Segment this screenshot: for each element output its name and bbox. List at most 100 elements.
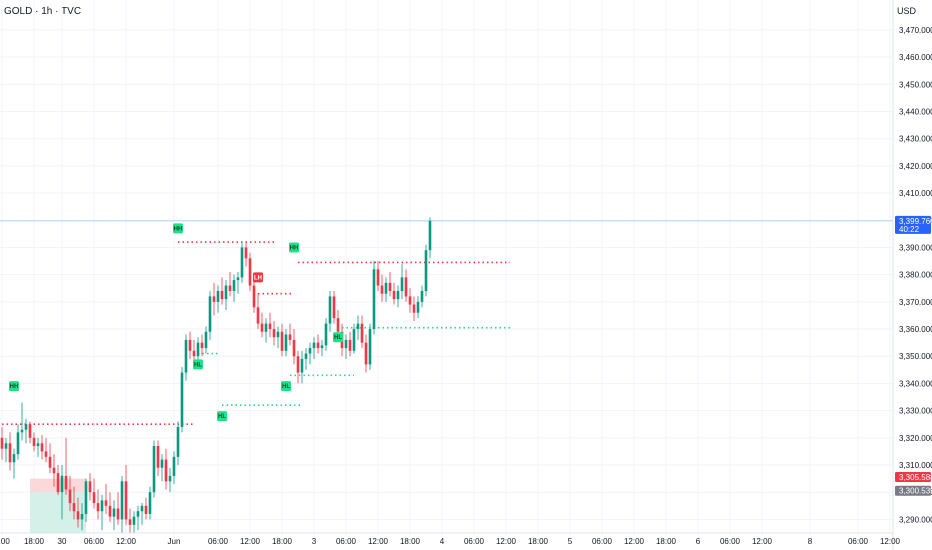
price-tag: 3,300.539 [895, 485, 932, 496]
candle-body [44, 451, 48, 457]
candle-body [212, 296, 216, 302]
x-tick-label: 18:00 [24, 537, 45, 546]
structure-badge-hl: HL [333, 332, 343, 343]
candle-body [360, 323, 364, 343]
x-tick-label: 3 [312, 537, 317, 546]
candle-body [356, 323, 360, 330]
candle-body [284, 334, 288, 351]
price-tag-countdown: 40:22 [899, 225, 920, 234]
x-tick-label: 12:00 [496, 537, 517, 546]
badge-background [281, 381, 291, 392]
candle-body [28, 424, 32, 438]
y-tick-label: 3,360.000 [899, 325, 932, 334]
symbol-title[interactable]: GOLD · 1h · TVC [4, 6, 82, 17]
candle-body [36, 443, 40, 446]
candle-body [296, 356, 300, 373]
candle-layer [0, 217, 432, 533]
badge-label: HH [290, 245, 299, 251]
y-tick-label: 3,350.000 [899, 352, 932, 361]
candle-body [372, 269, 376, 330]
badge-background [9, 381, 19, 392]
candle-body [48, 456, 52, 468]
candle-body [56, 473, 60, 493]
candle-body [288, 334, 292, 340]
y-tick-label: 3,470.000 [899, 26, 932, 35]
candle-body [144, 505, 148, 514]
candle-body [96, 503, 100, 512]
candle-body [8, 443, 12, 463]
y-tick-label: 3,410.000 [899, 189, 932, 198]
x-tick-label: 12:00 [240, 537, 261, 546]
candle-body [292, 339, 296, 357]
y-tick-label: 3,440.000 [899, 107, 932, 116]
y-tick-label: 3,330.000 [899, 407, 932, 416]
candle-body [316, 342, 320, 349]
candle-body [132, 516, 136, 525]
badge-layer: HH HH HL HL LH HH HL HL [9, 223, 343, 422]
candle-body [100, 500, 104, 512]
x-tick-label: 6 [696, 537, 701, 546]
y-tick-label: 3,340.000 [899, 379, 932, 388]
candle-body [424, 250, 428, 291]
candle-body [236, 277, 240, 281]
candle-body [400, 277, 404, 291]
candle-body [60, 475, 64, 493]
candle-body [256, 307, 260, 324]
x-tick-label: 06:00 [592, 537, 613, 546]
candle-body [404, 277, 408, 297]
price-axis[interactable]: 3,290.0003,300.0003,310.0003,320.0003,33… [899, 26, 932, 524]
candle-body [352, 329, 356, 351]
y-tick-label: 3,290.000 [899, 515, 932, 524]
candle-body [392, 290, 396, 300]
candle-body [176, 426, 180, 457]
candle-body [388, 282, 392, 291]
currency-label: USD [896, 6, 916, 16]
candle-body [164, 459, 168, 482]
candle-body [420, 290, 424, 302]
structure-badge-hh: HH [173, 223, 183, 234]
x-tick-label: 18:00 [272, 537, 293, 546]
candle-body [216, 290, 220, 302]
x-tick-label: 12:00 [880, 537, 901, 546]
candle-body [416, 301, 420, 313]
badge-background [193, 359, 203, 370]
x-tick-label: 06:00 [336, 537, 357, 546]
candle-body [168, 475, 172, 482]
candle-body [80, 513, 84, 520]
time-axis[interactable]: 2:00 18:00 30 06:00 12:00 Jun 06:00 12:00 18:00 3… [0, 537, 901, 546]
badge-label: HL [218, 414, 226, 420]
x-tick-label: 06:00 [848, 537, 869, 546]
candle-body [260, 323, 264, 332]
candle-body [244, 247, 248, 259]
candle-body [160, 459, 164, 468]
candle-body [136, 511, 140, 517]
y-tick-label: 3,460.000 [899, 53, 932, 62]
candle-body [104, 500, 108, 506]
candle-body [268, 323, 272, 330]
candle-body [364, 342, 368, 365]
candle-body [228, 285, 232, 291]
candle-body [0, 437, 4, 449]
candle-body [120, 481, 124, 520]
candle-body [304, 353, 308, 359]
badge-label: HL [334, 335, 342, 341]
price-tag-background [895, 215, 931, 234]
structure-badge-hh: HH [9, 381, 19, 392]
x-tick-label: 12:00 [624, 537, 645, 546]
structure-badge-lh: LH [253, 272, 263, 283]
x-tick-label: Jun [168, 537, 181, 546]
candle-body [220, 290, 224, 300]
candle-body [324, 323, 328, 346]
structure-badge-hl: HL [193, 359, 203, 370]
candle-body [116, 508, 120, 520]
candle-body [224, 285, 228, 300]
candle-body [396, 290, 400, 300]
demand-zone [30, 492, 86, 533]
candle-body [328, 296, 332, 324]
candle-body [184, 339, 188, 373]
candle-body [344, 339, 348, 349]
y-tick-label: 3,320.000 [899, 434, 932, 443]
x-tick-label: 12:00 [116, 537, 137, 546]
candle-body [308, 348, 312, 354]
